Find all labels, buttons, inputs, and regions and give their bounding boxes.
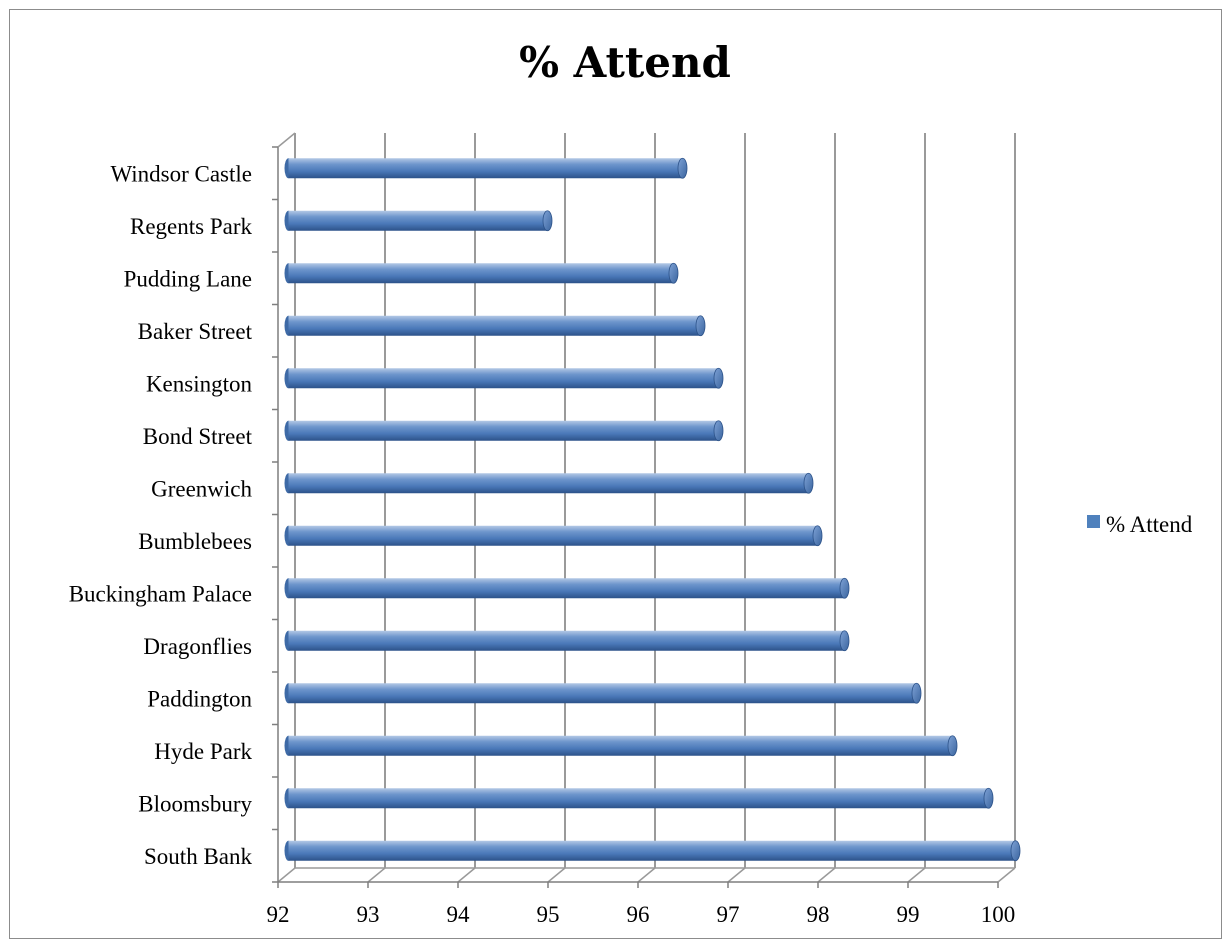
bar-bumblebees	[284, 525, 823, 547]
x-tick-label-97: 97	[717, 902, 740, 927]
legend: % Attend	[1087, 512, 1193, 537]
bar-cap	[713, 420, 724, 442]
bar-baker-street	[284, 315, 706, 337]
category-label: Greenwich	[151, 476, 252, 501]
category-label: Bumblebees	[138, 529, 252, 554]
bar-body	[288, 578, 845, 599]
floor-gridline-95	[547, 867, 566, 883]
x-tick-label-94: 94	[447, 902, 471, 927]
category-label: Kensington	[146, 371, 253, 396]
bar-cap	[947, 735, 958, 757]
bar-body	[288, 315, 701, 336]
x-tick-label-98: 98	[807, 902, 830, 927]
bar-body	[288, 473, 809, 494]
category-label: Buckingham Palace	[69, 581, 252, 606]
x-tick-label-96: 96	[627, 902, 650, 927]
chart-title: % Attend	[519, 38, 731, 87]
axes	[272, 132, 1015, 888]
bar-body	[288, 420, 719, 441]
bar-cap	[677, 157, 688, 179]
category-label: Dragonflies	[143, 634, 252, 659]
bar-body	[288, 788, 989, 809]
bar-body	[288, 368, 719, 389]
bar-body	[288, 210, 548, 231]
bar-cap	[713, 367, 724, 389]
category-label: Baker Street	[138, 319, 253, 344]
bar-cap	[1010, 840, 1021, 862]
floor-gridline-97	[727, 867, 746, 883]
x-tick-label-99: 99	[897, 902, 920, 927]
floor-gridline-94	[457, 867, 476, 883]
floor-gridline-92	[277, 867, 296, 883]
legend-label: % Attend	[1106, 512, 1193, 537]
floor-gridline-98	[817, 867, 836, 883]
floor-gridline-96	[637, 867, 656, 883]
bar-buckingham-palace	[284, 577, 850, 599]
bar-hyde-park	[284, 735, 958, 757]
category-label: Paddington	[147, 686, 252, 711]
bar-cap	[839, 577, 850, 599]
category-label: Bloomsbury	[138, 791, 252, 816]
x-tick-label-100: 100	[981, 902, 1016, 927]
x-tick-label-93: 93	[357, 902, 380, 927]
bar-body	[288, 158, 683, 179]
bar-cap	[695, 315, 706, 337]
bar-cap	[911, 682, 922, 704]
category-label: South Bank	[144, 844, 252, 869]
bar-bond-street	[284, 420, 724, 442]
category-label: Pudding Lane	[124, 266, 252, 291]
bar-paddington	[284, 682, 922, 704]
bar-bloomsbury	[284, 787, 994, 809]
bar-cap	[668, 262, 679, 284]
x-tick-label-95: 95	[537, 902, 560, 927]
bar-dragonflies	[284, 630, 850, 652]
bar-pudding-lane	[284, 262, 679, 284]
y-axis-top-edge	[277, 132, 296, 148]
bar-body	[288, 840, 1016, 861]
bar-cap	[542, 210, 553, 232]
bar-cap	[803, 472, 814, 494]
bar-regents-park	[284, 210, 553, 232]
bar-south-bank	[284, 840, 1021, 862]
bar-cap	[812, 525, 823, 547]
category-label: Regents Park	[130, 214, 253, 239]
bar-cap	[839, 630, 850, 652]
bar-cap	[983, 787, 994, 809]
legend-swatch	[1087, 515, 1100, 528]
category-label: Windsor Castle	[110, 161, 252, 186]
bar-greenwich	[284, 472, 814, 494]
x-tick-labels: 92 93 94 95 96 97 98 99 100	[267, 902, 1016, 927]
bars	[284, 157, 1021, 862]
bar-body	[288, 735, 953, 756]
bar-body	[288, 683, 917, 704]
floor-gridline-93	[367, 867, 386, 883]
x-tick-label-92: 92	[267, 902, 290, 927]
bar-kensington	[284, 367, 724, 389]
gridlines	[277, 133, 1016, 883]
category-label: Bond Street	[143, 424, 253, 449]
bar-body	[288, 630, 845, 651]
bar-windsor-castle	[284, 157, 688, 179]
floor-gridline-99	[907, 867, 926, 883]
bar-body	[288, 263, 674, 284]
category-labels: Windsor Castle Regents Park Pudding Lane Ba…	[69, 161, 253, 869]
category-label: Hyde Park	[154, 739, 252, 764]
bar-body	[288, 525, 818, 546]
floor-gridline-100	[997, 867, 1016, 883]
